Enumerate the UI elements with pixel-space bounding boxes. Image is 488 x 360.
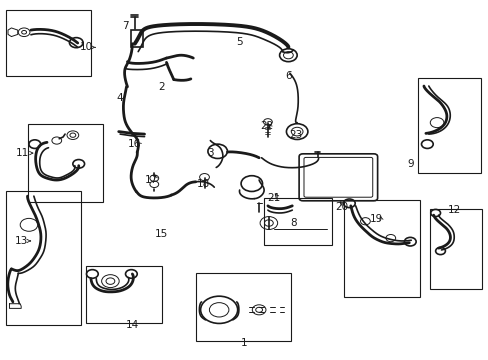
Text: 21: 21: [266, 193, 280, 203]
Bar: [264, 198, 331, 244]
Text: 11: 11: [16, 148, 29, 158]
Text: 19: 19: [369, 215, 382, 224]
Text: 4: 4: [117, 93, 123, 103]
Text: 6: 6: [285, 71, 291, 81]
Bar: [27, 125, 103, 202]
Bar: [417, 78, 480, 173]
Text: 13: 13: [15, 236, 28, 246]
Bar: [195, 273, 290, 341]
Bar: [344, 200, 419, 297]
Text: 20: 20: [335, 202, 348, 212]
Text: 23: 23: [288, 130, 302, 140]
Text: 5: 5: [236, 37, 243, 47]
Text: 22: 22: [259, 121, 272, 131]
Text: 1: 1: [241, 338, 247, 348]
Text: 7: 7: [122, 21, 128, 31]
Text: 10: 10: [80, 42, 92, 52]
Text: 14: 14: [125, 320, 139, 330]
Text: 18: 18: [196, 179, 209, 189]
Text: 8: 8: [289, 218, 296, 228]
Bar: [5, 10, 91, 76]
Text: 3: 3: [206, 148, 213, 158]
Bar: [86, 266, 161, 323]
Bar: [131, 30, 143, 47]
Text: 17: 17: [145, 175, 158, 185]
Text: 15: 15: [155, 229, 168, 239]
Text: 9: 9: [406, 159, 413, 169]
Text: 16: 16: [128, 139, 141, 149]
Bar: [429, 209, 482, 289]
Text: 2: 2: [158, 82, 164, 92]
Bar: [5, 191, 81, 325]
Text: 12: 12: [447, 206, 460, 216]
